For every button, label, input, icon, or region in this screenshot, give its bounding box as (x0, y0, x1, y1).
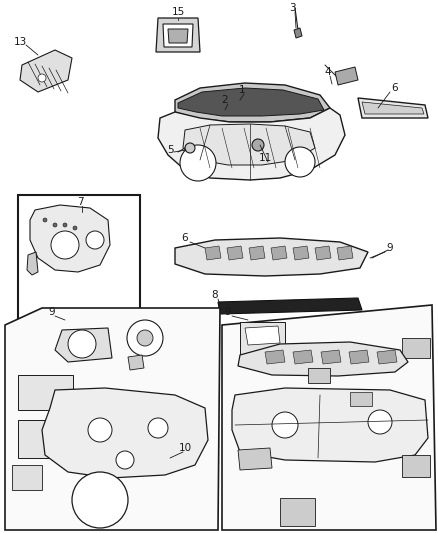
Circle shape (43, 218, 47, 222)
Polygon shape (293, 350, 313, 364)
Circle shape (127, 320, 163, 356)
Polygon shape (205, 246, 221, 260)
Polygon shape (227, 246, 243, 260)
Circle shape (63, 223, 67, 227)
Polygon shape (175, 238, 368, 276)
Text: 9: 9 (225, 307, 231, 317)
Text: 9: 9 (49, 307, 55, 317)
Polygon shape (168, 29, 188, 43)
Circle shape (38, 74, 46, 82)
Polygon shape (222, 305, 436, 530)
Circle shape (148, 418, 168, 438)
Polygon shape (175, 83, 330, 122)
Polygon shape (232, 388, 428, 462)
Circle shape (272, 412, 298, 438)
Polygon shape (183, 124, 315, 165)
Bar (308, 368, 330, 383)
Circle shape (285, 147, 315, 177)
Text: 11: 11 (258, 153, 272, 163)
Text: 6: 6 (392, 83, 398, 93)
Circle shape (137, 330, 153, 346)
Polygon shape (5, 308, 220, 530)
Circle shape (53, 223, 57, 227)
Polygon shape (27, 252, 38, 275)
Polygon shape (377, 350, 397, 364)
Polygon shape (20, 50, 72, 92)
Polygon shape (293, 246, 309, 260)
Polygon shape (349, 350, 369, 364)
Text: 7: 7 (77, 197, 83, 207)
Bar (240, 322, 285, 354)
Text: 15: 15 (171, 7, 185, 17)
Circle shape (180, 145, 216, 181)
Polygon shape (265, 350, 285, 364)
Text: 2: 2 (222, 95, 228, 105)
Bar (12, 465, 42, 490)
Circle shape (252, 139, 264, 151)
Circle shape (72, 472, 128, 528)
Polygon shape (42, 388, 208, 478)
Polygon shape (30, 205, 110, 272)
Text: 1: 1 (239, 85, 245, 95)
Text: 10: 10 (178, 443, 191, 453)
Circle shape (68, 330, 96, 358)
Polygon shape (128, 355, 144, 370)
Polygon shape (321, 350, 341, 364)
Polygon shape (315, 246, 331, 260)
Bar (280, 498, 315, 526)
Polygon shape (238, 342, 408, 376)
Text: 6: 6 (182, 233, 188, 243)
Polygon shape (335, 67, 358, 85)
Bar (402, 455, 430, 477)
Circle shape (88, 418, 112, 442)
Polygon shape (249, 246, 265, 260)
Text: 5: 5 (167, 145, 173, 155)
Polygon shape (163, 24, 193, 47)
Polygon shape (294, 28, 302, 38)
Polygon shape (156, 18, 200, 52)
Circle shape (116, 451, 134, 469)
Bar (18, 375, 73, 410)
Circle shape (51, 231, 79, 259)
Polygon shape (158, 108, 345, 180)
Polygon shape (358, 98, 428, 118)
Text: 3: 3 (289, 3, 295, 13)
Polygon shape (178, 88, 324, 116)
Bar (18, 195, 140, 323)
Text: 9: 9 (387, 243, 393, 253)
Polygon shape (55, 328, 112, 362)
Circle shape (73, 226, 77, 230)
Circle shape (86, 231, 104, 249)
Polygon shape (362, 102, 424, 114)
Bar (18, 420, 73, 458)
Bar (402, 338, 430, 358)
Circle shape (185, 143, 195, 153)
Bar (350, 392, 372, 406)
Text: 8: 8 (212, 290, 218, 300)
Text: 4: 4 (325, 67, 331, 77)
Polygon shape (218, 298, 362, 314)
Polygon shape (271, 246, 287, 260)
Polygon shape (337, 246, 353, 260)
Text: 13: 13 (14, 37, 27, 47)
Polygon shape (245, 326, 280, 345)
Circle shape (368, 410, 392, 434)
Polygon shape (238, 448, 272, 470)
